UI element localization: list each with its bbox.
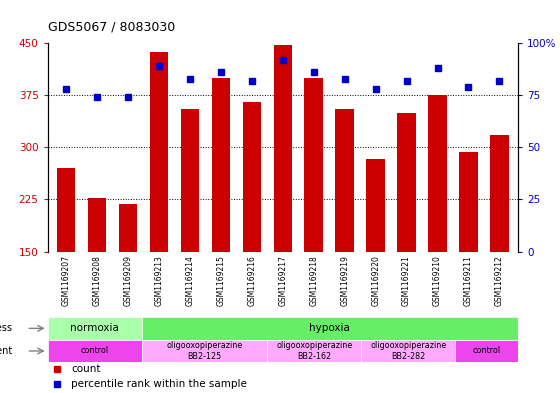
Text: normoxia: normoxia bbox=[70, 323, 119, 333]
Text: agent: agent bbox=[0, 346, 12, 356]
Text: stress: stress bbox=[0, 323, 12, 333]
Text: GSM1169207: GSM1169207 bbox=[62, 255, 71, 306]
Bar bbox=[366, 158, 385, 252]
Bar bbox=[242, 102, 261, 252]
Bar bbox=[335, 109, 354, 252]
Text: GSM1169218: GSM1169218 bbox=[309, 255, 318, 306]
Bar bbox=[428, 95, 447, 252]
Bar bbox=[273, 45, 292, 252]
Text: GSM1169211: GSM1169211 bbox=[464, 255, 473, 306]
Text: GSM1169215: GSM1169215 bbox=[216, 255, 226, 306]
Text: GSM1169213: GSM1169213 bbox=[155, 255, 164, 306]
Text: GSM1169208: GSM1169208 bbox=[92, 255, 101, 306]
Bar bbox=[490, 135, 508, 252]
Text: GSM1169220: GSM1169220 bbox=[371, 255, 380, 306]
Bar bbox=[181, 109, 199, 252]
Bar bbox=[397, 113, 416, 252]
Bar bbox=[150, 51, 169, 252]
Bar bbox=[57, 168, 76, 252]
Text: GSM1169212: GSM1169212 bbox=[495, 255, 504, 306]
Text: percentile rank within the sample: percentile rank within the sample bbox=[71, 379, 247, 389]
Text: oligooxopiperazine
BB2-162: oligooxopiperazine BB2-162 bbox=[276, 341, 352, 361]
Text: control: control bbox=[81, 347, 109, 356]
Bar bbox=[305, 78, 323, 252]
Text: oligooxopiperazine
BB2-125: oligooxopiperazine BB2-125 bbox=[166, 341, 242, 361]
Bar bbox=[459, 152, 478, 252]
Text: hypoxia: hypoxia bbox=[310, 323, 350, 333]
Text: GSM1169216: GSM1169216 bbox=[248, 255, 256, 306]
Text: GSM1169217: GSM1169217 bbox=[278, 255, 287, 306]
Text: oligooxopiperazine
BB2-282: oligooxopiperazine BB2-282 bbox=[370, 341, 446, 361]
Bar bbox=[48, 317, 142, 340]
Bar bbox=[88, 198, 106, 252]
Bar bbox=[455, 340, 518, 362]
Text: GDS5067 / 8083030: GDS5067 / 8083030 bbox=[48, 20, 175, 33]
Bar bbox=[142, 317, 518, 340]
Bar bbox=[267, 340, 361, 362]
Text: GSM1169214: GSM1169214 bbox=[185, 255, 194, 306]
Text: count: count bbox=[71, 364, 101, 374]
Text: GSM1169221: GSM1169221 bbox=[402, 255, 411, 306]
Bar bbox=[48, 340, 142, 362]
Bar bbox=[212, 78, 230, 252]
Text: GSM1169210: GSM1169210 bbox=[433, 255, 442, 306]
Text: GSM1169209: GSM1169209 bbox=[124, 255, 133, 306]
Text: control: control bbox=[473, 347, 501, 356]
Text: GSM1169219: GSM1169219 bbox=[340, 255, 349, 306]
Bar bbox=[142, 340, 267, 362]
Bar bbox=[361, 340, 455, 362]
Bar bbox=[119, 204, 137, 252]
